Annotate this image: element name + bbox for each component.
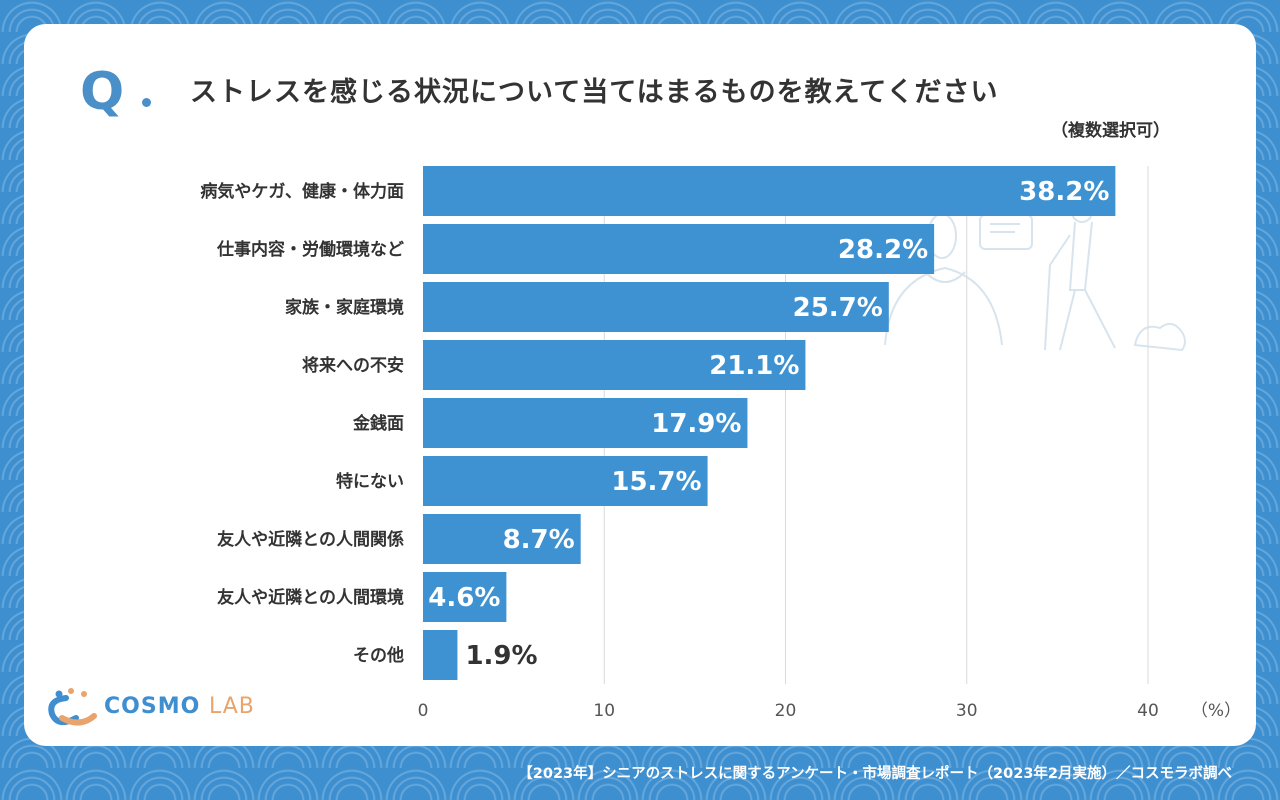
chart-question: ストレスを感じる状況について当てはまるものを教えてください <box>190 77 999 108</box>
bar <box>423 340 806 390</box>
x-tick-label: 20 <box>775 701 797 721</box>
value-label: 17.9% <box>651 409 741 439</box>
bar <box>423 398 748 448</box>
value-label: 38.2% <box>1019 177 1109 207</box>
cosmo-lab-logo: COSMO LAB <box>46 688 254 728</box>
value-label: 15.7% <box>611 467 701 497</box>
value-label: 1.9% <box>465 641 537 671</box>
senior-illustration <box>884 210 1186 352</box>
logo-sub-text: LAB <box>208 694 255 719</box>
value-label: 25.7% <box>793 293 883 323</box>
bar <box>423 166 1116 216</box>
category-label: 将来への不安 <box>302 355 404 376</box>
source-footer: 【2023年】シニアのストレスに関するアンケート・市場調査レポート（2023年2… <box>518 766 1232 782</box>
x-tick-label: 40 <box>1137 701 1159 721</box>
bar <box>423 282 889 332</box>
category-label: 病気やケガ、健康・体力面 <box>200 181 404 202</box>
unit-label: （%） <box>1191 701 1241 721</box>
cosmo-lab-logo-icon <box>48 688 97 726</box>
cosmo-lab-logo-text: COSMO LAB <box>104 694 255 719</box>
category-label: 金銭面 <box>352 413 404 434</box>
bar <box>423 572 507 622</box>
question-mark-dot <box>142 98 151 107</box>
value-label: 21.1% <box>709 351 799 381</box>
bar <box>423 514 581 564</box>
value-label: 28.2% <box>838 235 928 265</box>
x-tick-label: 0 <box>418 701 429 721</box>
value-label: 8.7% <box>503 525 575 555</box>
category-label: その他 <box>353 645 404 666</box>
category-label: 仕事内容・労働環境など <box>216 239 404 260</box>
x-tick-label: 10 <box>593 701 615 721</box>
bar <box>423 224 935 274</box>
multiple-choice-note: （複数選択可） <box>1051 121 1170 141</box>
category-label: 特にない <box>336 471 404 492</box>
question-mark: Q <box>80 62 125 122</box>
x-tick-label: 30 <box>956 701 978 721</box>
logo-main-text: COSMO <box>104 694 201 719</box>
value-label: 4.6% <box>428 583 500 613</box>
bar <box>423 630 458 680</box>
bar <box>423 456 708 506</box>
category-label: 友人や近隣との人間関係 <box>217 529 404 550</box>
category-label: 家族・家庭環境 <box>285 297 404 318</box>
category-label: 友人や近隣との人間環境 <box>217 587 404 608</box>
